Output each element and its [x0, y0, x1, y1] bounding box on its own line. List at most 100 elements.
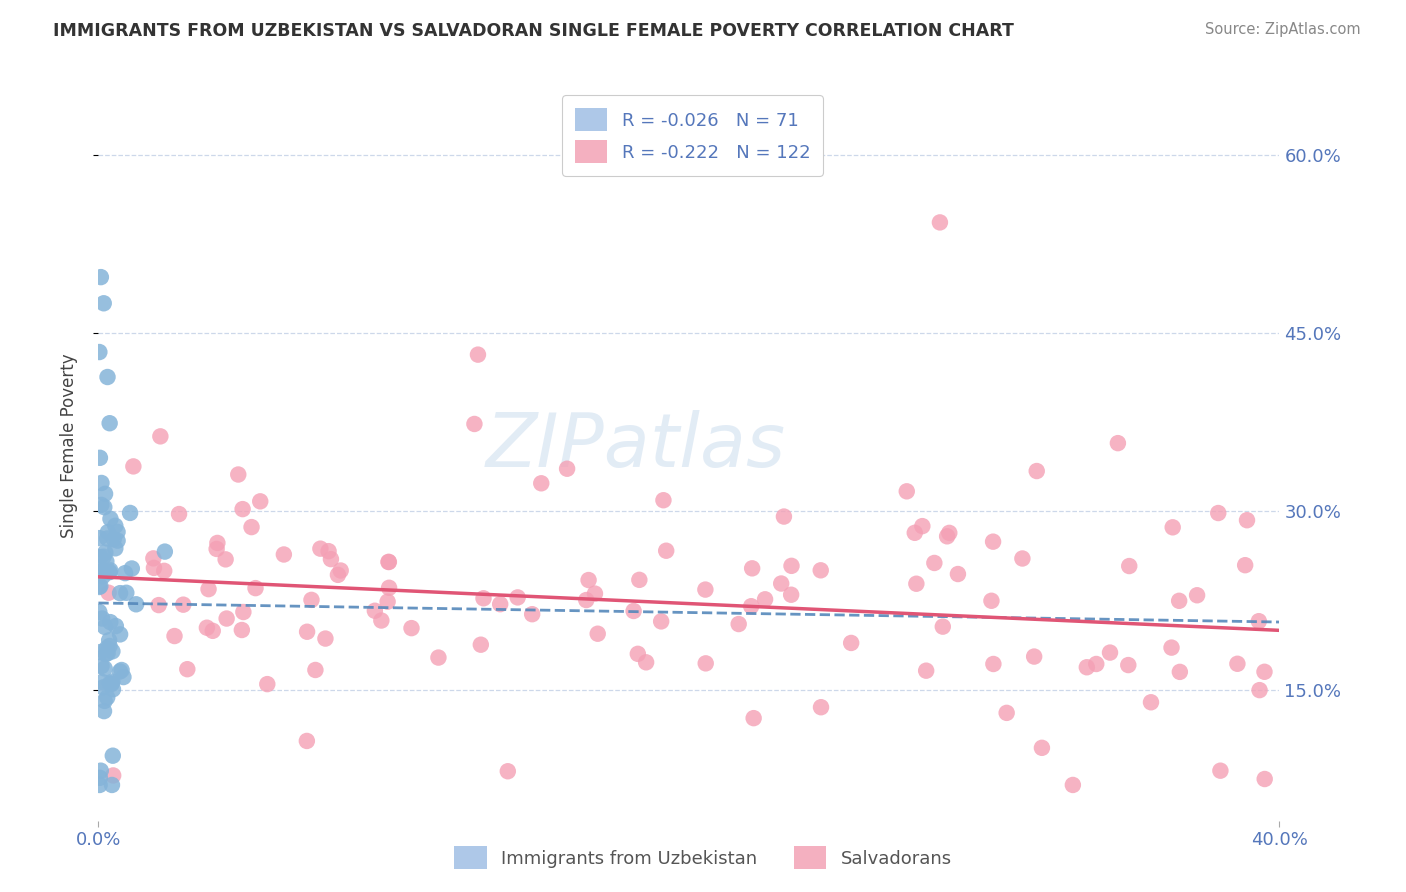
Point — [142, 561, 165, 575]
Point — [121, 561, 143, 575]
Point — [555, 461, 578, 475]
Point — [240, 520, 263, 534]
Point — [94, 487, 117, 501]
Point — [911, 519, 934, 533]
Point — [1185, 588, 1208, 602]
Legend: R = -0.026   N = 71, R = -0.222   N = 122: R = -0.026 N = 71, R = -0.222 N = 122 — [562, 95, 823, 176]
Point — [530, 476, 553, 491]
Point — [104, 541, 127, 556]
Point — [273, 548, 295, 562]
Point — [295, 734, 318, 748]
Point — [91, 564, 114, 578]
Point — [1011, 551, 1033, 566]
Point — [90, 475, 112, 490]
Point — [1025, 464, 1047, 478]
Point — [104, 619, 127, 633]
Point — [295, 624, 318, 639]
Point — [650, 615, 672, 629]
Point — [995, 706, 1018, 720]
Point — [201, 624, 224, 638]
Point — [1085, 657, 1108, 671]
Point — [104, 518, 127, 533]
Point — [980, 594, 1002, 608]
Point — [110, 663, 132, 677]
Point — [232, 502, 254, 516]
Point — [1247, 614, 1270, 628]
Point — [153, 564, 176, 578]
Point — [96, 554, 118, 568]
Point — [401, 621, 423, 635]
Point — [98, 565, 121, 579]
Point — [91, 674, 114, 689]
Point — [98, 563, 121, 577]
Point — [1209, 764, 1232, 778]
Point — [101, 682, 124, 697]
Point — [727, 617, 749, 632]
Point — [741, 561, 763, 575]
Point — [329, 564, 352, 578]
Point — [695, 657, 717, 671]
Point — [93, 549, 115, 564]
Point — [89, 531, 111, 545]
Point — [108, 627, 131, 641]
Point — [232, 605, 254, 619]
Point — [583, 586, 606, 600]
Point — [107, 524, 129, 539]
Point — [773, 509, 796, 524]
Point — [304, 663, 326, 677]
Point — [98, 639, 121, 653]
Point — [90, 659, 112, 673]
Point — [810, 563, 832, 577]
Point — [370, 614, 392, 628]
Point — [142, 551, 165, 566]
Point — [122, 459, 145, 474]
Point — [97, 586, 120, 600]
Point — [167, 507, 190, 521]
Point — [915, 664, 938, 678]
Point — [215, 611, 238, 625]
Point — [981, 534, 1004, 549]
Point — [810, 700, 832, 714]
Point — [101, 778, 124, 792]
Point — [896, 484, 918, 499]
Point — [97, 646, 120, 660]
Point — [120, 506, 142, 520]
Point — [100, 677, 122, 691]
Point — [108, 665, 131, 679]
Point — [91, 681, 114, 695]
Point — [98, 416, 121, 430]
Point — [1226, 657, 1249, 671]
Point — [924, 556, 946, 570]
Point — [319, 552, 342, 566]
Point — [636, 656, 658, 670]
Point — [318, 544, 340, 558]
Point — [496, 764, 519, 779]
Text: ZIPatlas: ZIPatlas — [485, 410, 786, 482]
Point — [90, 498, 112, 512]
Point — [89, 771, 111, 785]
Point — [98, 676, 121, 690]
Point — [586, 626, 609, 640]
Point — [163, 629, 186, 643]
Point — [98, 633, 121, 648]
Point — [506, 591, 529, 605]
Point — [96, 370, 118, 384]
Point — [96, 641, 118, 656]
Point — [1076, 660, 1098, 674]
Point — [91, 611, 114, 625]
Point — [226, 467, 249, 482]
Point — [1160, 640, 1182, 655]
Point — [652, 493, 675, 508]
Point — [149, 429, 172, 443]
Point — [256, 677, 278, 691]
Point — [472, 591, 495, 606]
Point — [94, 620, 117, 634]
Point — [101, 748, 124, 763]
Point — [1168, 594, 1191, 608]
Point — [839, 636, 862, 650]
Point — [89, 778, 111, 792]
Point — [231, 623, 253, 637]
Point — [195, 621, 218, 635]
Point — [89, 579, 111, 593]
Point — [623, 604, 645, 618]
